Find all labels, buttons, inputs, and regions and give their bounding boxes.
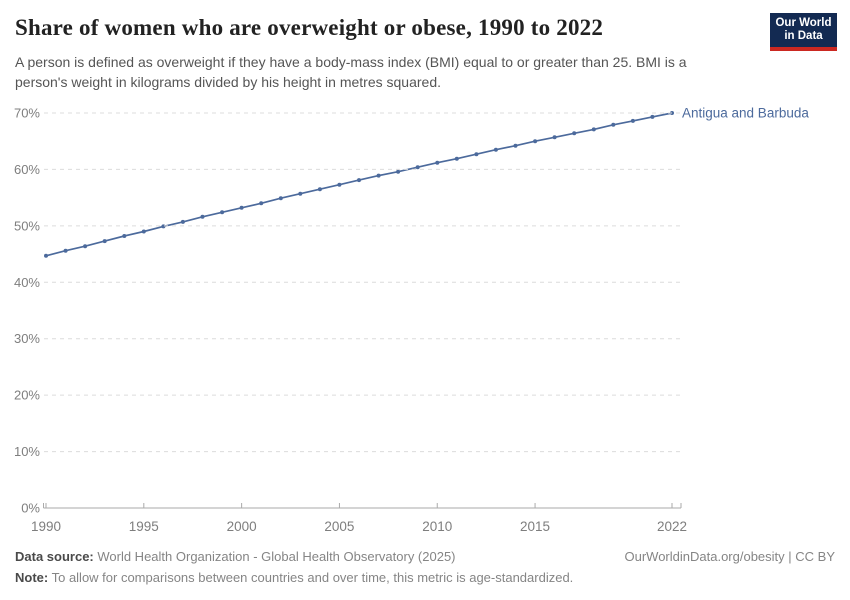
y-axis-tick-label: 60% — [14, 162, 40, 177]
x-axis-tick-label: 2022 — [657, 519, 687, 534]
x-axis-tick-label: 2005 — [324, 519, 354, 534]
y-axis-tick-label: 40% — [14, 275, 40, 290]
x-axis-tick-label: 2015 — [520, 519, 550, 534]
y-axis-tick-label: 10% — [14, 444, 40, 459]
chart-subtitle: A person is defined as overweight if the… — [15, 54, 687, 91]
note-text: To allow for comparisons between countri… — [48, 570, 574, 585]
x-axis-tick-label: 1990 — [31, 519, 61, 534]
x-axis-tick-label: 2000 — [227, 519, 257, 534]
trend-line[interactable] — [45, 112, 673, 257]
owid-logo-line1: Our World — [775, 16, 832, 29]
footer: Data source: World Health Organization -… — [15, 546, 835, 588]
y-axis-tick-label: 0% — [21, 501, 40, 516]
entity-label[interactable]: Antigua and Barbuda — [682, 106, 809, 121]
note-label: Note: — [15, 570, 49, 585]
data-source-text: World Health Organization - Global Healt… — [93, 549, 456, 564]
data-source: Data source: World Health Organization -… — [15, 546, 456, 567]
x-axis-tick-label: 2010 — [422, 519, 452, 534]
owid-logo-line2: in Data — [784, 30, 823, 42]
x-axis-tick-label: 1995 — [129, 519, 159, 534]
owid-logo[interactable]: Our World in Data — [770, 13, 837, 51]
note: Note: To allow for comparisons between c… — [15, 567, 573, 588]
attribution-link[interactable]: OurWorldinData.org/obesity | CC BY — [624, 549, 836, 564]
y-axis-tick-label: 20% — [14, 388, 40, 403]
data-source-label: Data source: — [15, 549, 94, 564]
page-title: Share of women who are overweight or obe… — [15, 15, 604, 40]
data-source-row: Data source: World Health Organization -… — [15, 546, 835, 567]
y-axis-tick-label: 70% — [14, 106, 40, 121]
y-axis-tick-label: 30% — [14, 331, 40, 346]
y-axis-tick-label: 50% — [14, 218, 40, 233]
note-row: Note: To allow for comparisons between c… — [15, 567, 835, 588]
